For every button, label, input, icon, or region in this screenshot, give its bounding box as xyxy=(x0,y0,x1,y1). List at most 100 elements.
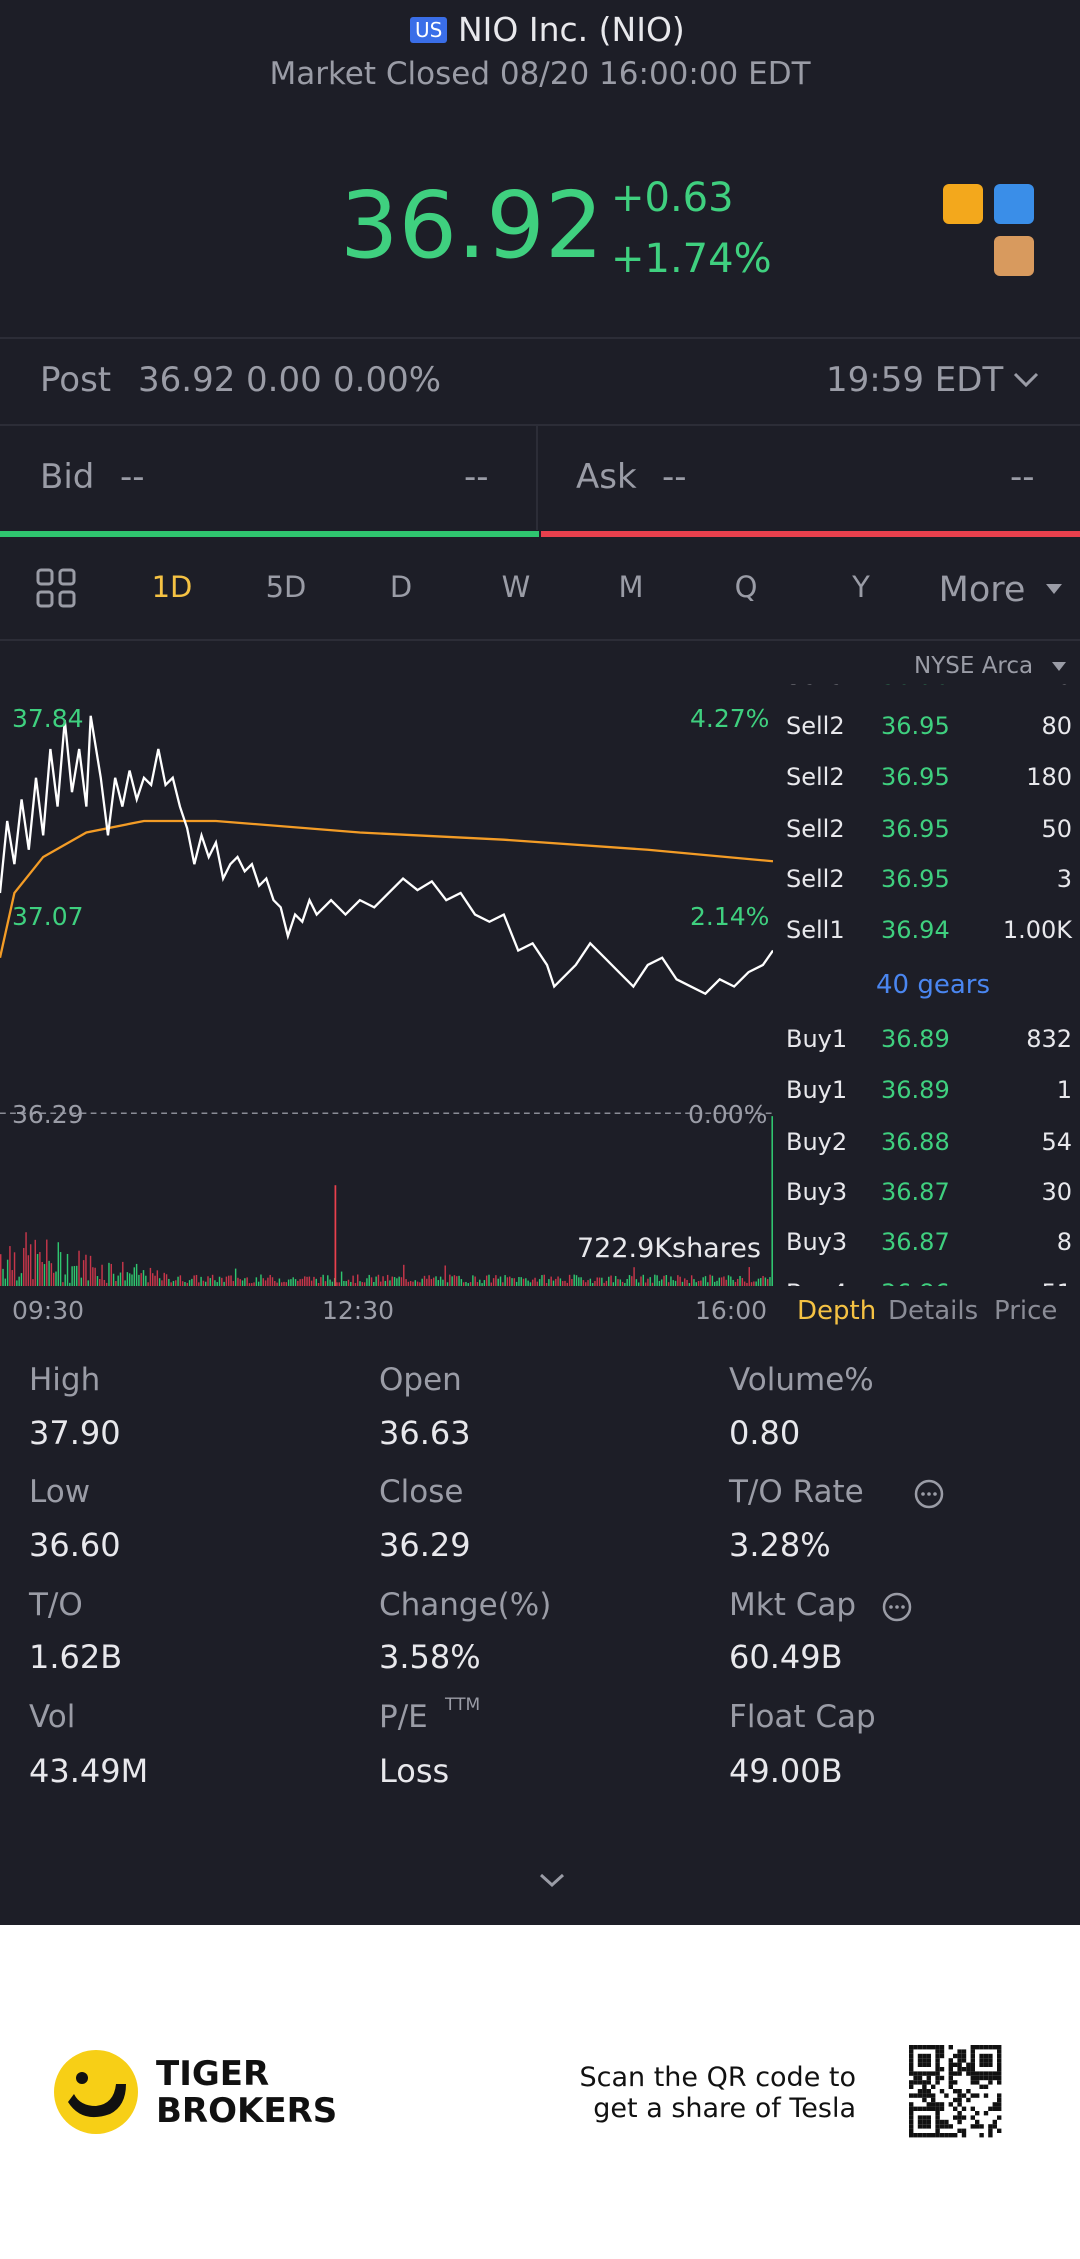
volume-bar xyxy=(310,1280,313,1286)
qr-module xyxy=(931,2102,936,2107)
qr-module xyxy=(961,2067,967,2072)
volume-bar xyxy=(727,1275,730,1286)
volume-bar xyxy=(264,1280,267,1286)
volume-bar xyxy=(32,1279,34,1286)
qr-module xyxy=(975,2045,980,2050)
chart-base-pct: 0.00% xyxy=(688,1100,768,1129)
depth-tab[interactable]: Details xyxy=(888,1296,979,1326)
qr-module xyxy=(922,2133,927,2138)
volume-bar xyxy=(504,1275,506,1286)
volume-bar xyxy=(354,1282,357,1286)
icon-stack[interactable] xyxy=(994,236,1034,276)
exchange-arrow[interactable] xyxy=(1050,660,1068,672)
bid-size: -- xyxy=(464,457,489,497)
qr-module xyxy=(957,2097,962,2103)
qr-module xyxy=(983,2111,989,2116)
qr-module xyxy=(926,2119,931,2125)
period-tab[interactable]: M xyxy=(618,570,644,604)
qr-module xyxy=(935,2111,940,2116)
depth-price: 36.96 xyxy=(881,684,950,690)
depth-price: 36.95 xyxy=(881,865,950,893)
volume-bar xyxy=(753,1281,755,1286)
chart-base: 36.29 xyxy=(12,1100,84,1129)
qr-module xyxy=(926,2106,931,2111)
period-tab[interactable]: 1D xyxy=(151,570,193,604)
volume-bar xyxy=(439,1276,442,1286)
volume-bar xyxy=(52,1272,55,1286)
dropdown-arrow[interactable] xyxy=(1012,370,1040,390)
volume-bar xyxy=(472,1275,474,1286)
bid-bar xyxy=(0,531,539,537)
volume-bar xyxy=(352,1275,354,1286)
more-arrow[interactable] xyxy=(1044,582,1064,596)
qr-module xyxy=(957,2062,962,2067)
depth-tab[interactable]: Price xyxy=(994,1296,1058,1326)
volume-bar xyxy=(350,1281,352,1286)
volume-bar xyxy=(211,1274,214,1286)
volume-bar xyxy=(750,1282,753,1286)
post-price: 36.92 xyxy=(138,360,236,400)
volume-bar xyxy=(446,1282,449,1286)
post-time[interactable]: 19:59 EDT xyxy=(826,360,1004,400)
period-tab[interactable]: D xyxy=(389,570,413,604)
qr-module xyxy=(944,2133,949,2138)
info-dot xyxy=(933,1492,937,1496)
stat-label-sup: TTM xyxy=(445,1695,481,1715)
volume-bar xyxy=(571,1279,573,1286)
qr-module xyxy=(909,2053,914,2059)
depth-qty: 3 xyxy=(1056,865,1072,893)
change: +0.63 xyxy=(611,175,734,221)
qr-module xyxy=(957,2053,962,2059)
qr-module xyxy=(948,2133,953,2138)
qr-module xyxy=(926,2071,931,2076)
qr-module xyxy=(992,2071,997,2076)
volume-bar xyxy=(573,1274,575,1286)
status: Market Closed 08/20 16:00:00 EDT xyxy=(269,56,811,92)
qr-module xyxy=(935,2067,940,2072)
volume-bar xyxy=(525,1278,527,1286)
qr-module xyxy=(948,2058,953,2063)
qr-module xyxy=(992,2106,997,2111)
period-tab[interactable]: 5D xyxy=(265,570,307,604)
qr-module xyxy=(957,2111,962,2116)
volume-bar xyxy=(589,1278,592,1286)
volume-bar xyxy=(713,1281,716,1286)
volume-bar xyxy=(193,1275,195,1286)
info-icon[interactable] xyxy=(881,1591,913,1623)
period-tab[interactable]: More xyxy=(938,570,1026,610)
qr-module xyxy=(966,2071,971,2076)
volume-bar xyxy=(596,1277,598,1286)
info-icon[interactable] xyxy=(913,1478,945,1510)
qr-module xyxy=(975,2071,980,2076)
volume-bar xyxy=(16,1280,18,1286)
qr-module xyxy=(970,2115,975,2120)
qr-module xyxy=(909,2045,914,2050)
volume-bar xyxy=(267,1277,269,1286)
volume-bar xyxy=(552,1280,555,1286)
qr-module xyxy=(961,2106,967,2111)
layout-icon[interactable] xyxy=(36,568,76,608)
volume-bar xyxy=(612,1282,615,1286)
period-tab[interactable]: W xyxy=(501,570,531,604)
volume-bar xyxy=(458,1275,460,1286)
qr-module xyxy=(975,2080,980,2085)
qr-module xyxy=(957,2119,962,2125)
volume-bar xyxy=(308,1276,311,1286)
qr-module xyxy=(953,2133,958,2138)
info-dot xyxy=(921,1492,925,1496)
volume-bar xyxy=(0,1254,2,1286)
depth-tab[interactable]: Depth xyxy=(797,1296,877,1326)
period-tab[interactable]: Q xyxy=(734,570,758,604)
icon-flash[interactable] xyxy=(994,184,1034,224)
volume-bar xyxy=(674,1280,677,1286)
period-tab[interactable]: Y xyxy=(852,570,870,604)
volume-bar xyxy=(704,1276,707,1286)
expand-arrow[interactable] xyxy=(538,1872,566,1890)
volume-bar xyxy=(594,1280,596,1286)
volume-bar xyxy=(232,1281,235,1286)
volume-bar xyxy=(469,1282,472,1286)
volume-bar xyxy=(138,1274,140,1286)
icon-dollar[interactable] xyxy=(943,184,983,224)
volume-bar xyxy=(87,1280,89,1286)
volume-bar xyxy=(628,1275,631,1286)
